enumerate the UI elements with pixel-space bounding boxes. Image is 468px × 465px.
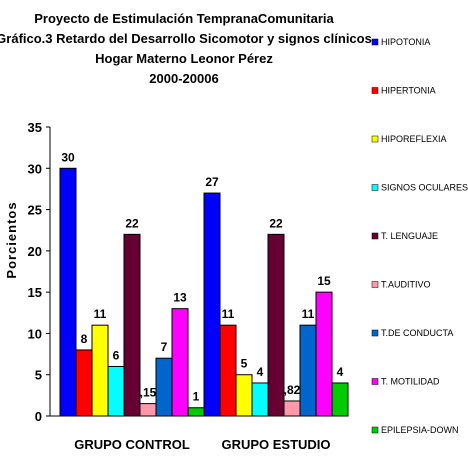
y-tick-label: 20: [28, 244, 42, 259]
y-tick-label: 10: [28, 326, 42, 341]
data-label-1-0: 27: [205, 175, 219, 189]
bar-1-1: [219, 324, 237, 417]
data-label-1-3: 4: [257, 365, 264, 379]
legend-label-0: HIPOTONIA: [381, 37, 430, 47]
data-label-0-0: 30: [61, 150, 75, 164]
bar-0-5: [139, 403, 157, 417]
data-label-1-6: 11: [302, 307, 315, 321]
bar-1-6: [299, 324, 317, 417]
bar-1-8: [331, 382, 349, 417]
bar-1-0: [203, 192, 221, 417]
legend-swatch-1: [371, 87, 379, 94]
y-tick-label: 15: [28, 285, 42, 300]
data-label-1-5: ,82: [284, 383, 301, 397]
bar-0-4: [123, 233, 141, 417]
category-label-0: GRUPO CONTROL: [74, 437, 190, 452]
data-label-0-2: 11: [94, 307, 107, 321]
data-label-1-7: 15: [317, 274, 331, 288]
bar-0-7: [171, 308, 189, 417]
data-label-0-3: 6: [113, 348, 120, 362]
data-label-0-8: 1: [193, 390, 200, 404]
chart-title-line-2: Gráfico.3 Retardo del Desarrollo Sicomot…: [0, 31, 372, 46]
data-label-0-7: 13: [173, 291, 187, 305]
data-label-0-6: 7: [161, 340, 168, 354]
legend-label-3: SIGNOS OCULARES: [381, 183, 468, 193]
bars: [59, 167, 349, 417]
bar-0-0: [59, 167, 77, 417]
legend-swatch-2: [371, 135, 379, 143]
legend-label-4: T. LENGUAJE: [381, 231, 438, 241]
legend-label-2: HIPOREFLEXIA: [381, 134, 447, 144]
legend-swatch-8: [371, 426, 379, 434]
legend-label-5: T.AUDITIVO: [381, 280, 431, 290]
data-label-0-1: 8: [81, 332, 88, 346]
legend-label-7: T. MOTILIDAD: [381, 377, 440, 387]
bar-0-2: [91, 324, 109, 417]
legend-swatch-6: [371, 329, 379, 337]
legend: HIPOTONIA HIPERTONIA HIPOREFLEXIA SIGNOS OC…: [371, 37, 468, 435]
data-label-0-5: ,15: [140, 386, 157, 400]
y-tick-label: 30: [28, 161, 42, 176]
bar-1-5: [283, 400, 301, 417]
chart-title-line-1: Proyecto de Estimulación TempranaComunit…: [34, 11, 334, 26]
bar-1-3: [251, 382, 269, 417]
y-tick-label: 25: [28, 203, 42, 218]
bar-0-3: [107, 365, 125, 417]
chart-title: Proyecto de Estimulación TempranaComunit…: [0, 11, 372, 86]
bar-0-1: [75, 349, 93, 417]
data-label-1-4: 22: [269, 216, 283, 230]
legend-swatch-7: [371, 378, 379, 385]
legend-label-6: T.DE CONDUCTA: [381, 328, 453, 338]
bar-1-2: [235, 374, 253, 417]
data-label-0-4: 22: [125, 216, 139, 230]
y-tick-label: 35: [28, 120, 42, 135]
data-label-1-2: 5: [241, 357, 248, 371]
category-labels: GRUPO CONTROL GRUPO ESTUDIO: [74, 437, 330, 452]
y-axis-label: Porcientos: [4, 201, 19, 278]
legend-swatch-3: [371, 184, 379, 191]
bar-0-6: [155, 357, 173, 417]
legend-swatch-0: [371, 38, 379, 46]
legend-swatch-5: [371, 281, 379, 288]
legend-label-8: EPILEPSIA-DOWN: [381, 425, 459, 435]
bar-0-8: [187, 407, 205, 417]
category-label-1: GRUPO ESTUDIO: [221, 437, 330, 452]
y-tick-label: 0: [35, 409, 42, 424]
data-label-1-1: 11: [222, 307, 235, 321]
y-tick-label: 5: [35, 368, 42, 383]
legend-swatch-4: [371, 232, 379, 240]
bar-1-7: [315, 291, 333, 417]
data-label-1-8: 4: [337, 365, 344, 379]
legend-label-1: HIPERTONIA: [381, 86, 436, 96]
y-tick-labels: 0 5 10 15 20 25 30 35: [28, 120, 50, 424]
chart-title-line-4: 2000-20006: [149, 71, 218, 86]
chart-title-line-3: Hogar Materno Leonor Pérez: [95, 51, 273, 66]
bar-1-4: [267, 233, 285, 417]
